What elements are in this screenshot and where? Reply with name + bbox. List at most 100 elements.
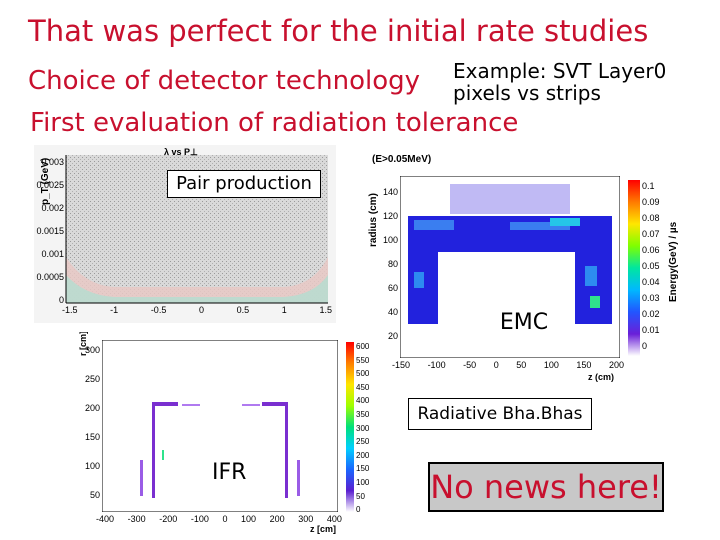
emc-ytick: 80 xyxy=(387,259,398,269)
ifr-cbar-tick: 500 xyxy=(356,369,370,379)
ifr-xtick: -100 xyxy=(190,514,209,524)
ifr-xticks: -400 -300 -200 -100 0 100 200 300 400 xyxy=(96,514,342,524)
ifr-ytick: 150 xyxy=(84,432,100,442)
ifr-cbar-tick: 350 xyxy=(356,409,370,419)
emc-cbar-tick: 0.1 xyxy=(642,181,655,191)
pair-xtick: 1.5 xyxy=(319,305,332,315)
emc-cbar-tick: 0.01 xyxy=(642,325,660,335)
slide-title: That was perfect for the initial rate st… xyxy=(28,14,649,48)
pair-plot-title: λ vs P⊥ xyxy=(164,147,198,157)
emc-colorbar-label: Energy(GeV) / µs xyxy=(668,221,679,302)
pair-ytick: 0.001 xyxy=(41,249,64,259)
example-note: Example: SVT Layer0 pixels vs strips xyxy=(453,60,666,104)
emc-xtick: 100 xyxy=(543,360,559,370)
ifr-xtick: -400 xyxy=(96,514,115,524)
ifr-cbar-tick: 50 xyxy=(356,491,365,501)
ifr-ytick: 50 xyxy=(89,490,100,500)
ifr-ytick: 250 xyxy=(84,374,100,384)
ifr-map-svg xyxy=(102,340,338,512)
emc-xtick: -100 xyxy=(427,360,446,370)
emc-cbar-tick: 0.03 xyxy=(642,293,660,303)
ifr-ytick: 300 xyxy=(84,345,100,355)
ifr-ytick: 200 xyxy=(84,403,100,413)
emc-cbar-tick: 0.04 xyxy=(642,277,660,287)
emc-xtick: -50 xyxy=(463,360,477,370)
emc-ytick: 20 xyxy=(387,331,398,341)
pair-band-green xyxy=(66,275,328,303)
ifr-cbar-tick: 0 xyxy=(356,505,361,515)
example-line-svt: Example: SVT Layer0 xyxy=(453,59,667,83)
emc-label: EMC xyxy=(499,310,549,335)
pair-xtick: -1.5 xyxy=(62,305,78,315)
emc-xtick: 200 xyxy=(608,360,624,370)
emc-cbar-tick: 0.02 xyxy=(642,309,660,319)
emc-xtick: 150 xyxy=(576,360,592,370)
ifr-label: IFR xyxy=(212,460,247,485)
ifr-yticks: 300 250 200 150 100 50 xyxy=(80,336,100,510)
emc-ytick: 100 xyxy=(382,235,398,245)
pair-ytick: 0.002 xyxy=(41,203,64,213)
emc-colorbar xyxy=(628,180,640,356)
ifr-xtick: 100 xyxy=(241,514,257,524)
slide-line-radiation-tolerance: First evaluation of radiation tolerance xyxy=(30,108,519,138)
pair-band-pink xyxy=(66,257,328,303)
emc-yticks: 140 120 100 80 60 40 20 xyxy=(378,180,398,348)
emc-ytick: 140 xyxy=(382,187,398,197)
ifr-colorbar-ticks: 600 550 500 450 400 350 300 250 200 150 … xyxy=(356,340,370,517)
ifr-cbar-tick: 100 xyxy=(356,477,370,487)
pair-xtick: 1 xyxy=(281,305,287,315)
pair-ytick: 0.0025 xyxy=(36,180,64,190)
ifr-ytick: 100 xyxy=(84,461,100,471)
ifr-cbar-tick: 400 xyxy=(356,396,370,406)
slide-line-detector-technology: Choice of detector technology xyxy=(28,66,421,96)
pair-xtick: -1 xyxy=(110,305,119,315)
emc-xlabel: z (cm) xyxy=(588,372,615,382)
pair-xtick: 0 xyxy=(198,305,204,315)
emc-cbar-tick: 0.07 xyxy=(642,229,660,239)
emc-xticks: -150 -100 -50 0 50 100 150 200 xyxy=(392,360,624,370)
ifr-xtick: -200 xyxy=(159,514,178,524)
ifr-xtick: 300 xyxy=(298,514,314,524)
pair-xticks: -1.5 -1 -0.5 0 0.5 1 1.5 xyxy=(62,305,332,315)
emc-cbar-tick: 0.06 xyxy=(642,245,660,255)
pair-yticks: 0.003 0.0025 0.002 0.0015 0.001 0.0005 0 xyxy=(34,151,64,312)
example-line-pixels: pixels vs strips xyxy=(453,81,601,105)
ifr-plot: r [cm] 300 250 200 150 100 50 -400 -300 … xyxy=(70,332,370,534)
emc-xtick: -150 xyxy=(392,360,411,370)
ifr-xtick: 400 xyxy=(326,514,342,524)
emc-colorbar-ticks: 0.1 0.09 0.08 0.07 0.06 0.05 0.04 0.03 0… xyxy=(642,178,666,354)
emc-cbar-tick: 0.05 xyxy=(642,261,660,271)
ifr-colorbar xyxy=(346,342,354,512)
emc-ytick: 60 xyxy=(387,283,398,293)
emc-xtick: 50 xyxy=(516,360,527,370)
emc-map-svg xyxy=(400,176,620,358)
emc-ytick: 40 xyxy=(387,307,398,317)
emc-cbar-tick: 0.09 xyxy=(642,197,660,207)
ifr-cbar-tick: 550 xyxy=(356,355,370,365)
emc-cbar-tick: 0 xyxy=(642,341,648,351)
ifr-xlabel: z [cm] xyxy=(310,524,337,534)
pair-xtick: -0.5 xyxy=(150,305,167,315)
pair-ytick: 0 xyxy=(58,295,64,305)
ifr-xtick: 0 xyxy=(222,514,228,524)
ifr-xtick: -300 xyxy=(127,514,146,524)
emc-xtick: 0 xyxy=(493,360,499,370)
ifr-cbar-tick: 450 xyxy=(356,382,370,392)
emc-ytick: 120 xyxy=(382,211,398,221)
radiative-bhabhas-label: Radiative Bha.Bhas xyxy=(408,398,592,430)
ifr-xtick: 200 xyxy=(269,514,285,524)
pair-xtick: 0.5 xyxy=(236,305,250,315)
emc-cbar-tick: 0.08 xyxy=(642,213,660,223)
emc-plot: (E>0.05MeV) radius (cm) 140 120 100 80 6… xyxy=(366,152,688,384)
ifr-cbar-tick: 200 xyxy=(356,450,370,460)
pair-ytick: 0.0015 xyxy=(36,226,64,236)
ifr-cbar-tick: 250 xyxy=(356,437,370,447)
pair-production-label: Pair production xyxy=(167,170,321,198)
pair-ytick: 0.003 xyxy=(41,157,64,167)
no-news-box: No news here! xyxy=(428,462,664,512)
ifr-cbar-tick: 300 xyxy=(356,423,370,433)
ifr-cbar-tick: 150 xyxy=(356,464,370,474)
ifr-cbar-tick: 600 xyxy=(356,342,370,351)
pair-ytick: 0.0005 xyxy=(36,272,64,282)
emc-header: (E>0.05MeV) xyxy=(372,154,432,165)
